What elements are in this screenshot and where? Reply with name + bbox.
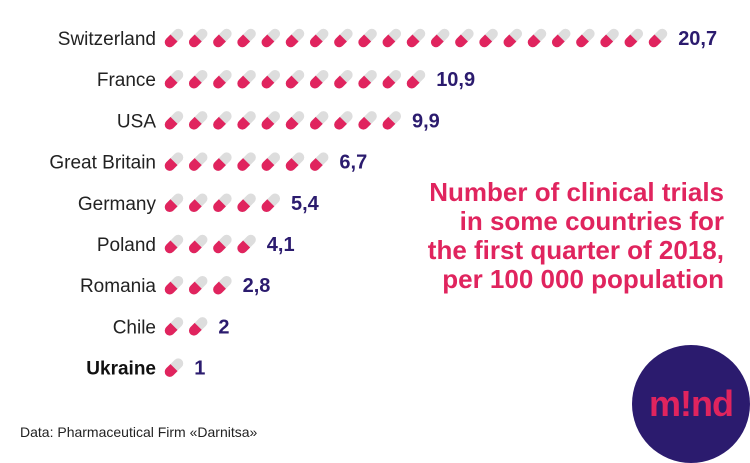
value-label: 2,8 bbox=[243, 275, 271, 297]
pill-icon bbox=[162, 232, 186, 256]
source-note: Data: Pharmaceutical Firm «Darnitsa» bbox=[20, 424, 258, 440]
category-label: Ukraine bbox=[86, 359, 156, 380]
pill-icon bbox=[235, 26, 258, 50]
pill-icon bbox=[186, 191, 210, 215]
pill-icon bbox=[162, 109, 186, 132]
category-label: Poland bbox=[97, 235, 156, 256]
pill-icon bbox=[211, 67, 234, 91]
value-label: 1 bbox=[194, 358, 205, 380]
chart-row: Switzerland 20,7 bbox=[58, 26, 717, 50]
pill-icon bbox=[162, 191, 186, 215]
value-label: 2 bbox=[218, 316, 229, 338]
pill-icon bbox=[622, 26, 646, 50]
pill-icon bbox=[235, 232, 258, 256]
pill-icon bbox=[307, 67, 331, 91]
pill-icon bbox=[549, 26, 573, 50]
category-label: Great Britain bbox=[49, 153, 156, 174]
pill-icon bbox=[380, 109, 404, 132]
pill-icon bbox=[380, 67, 404, 91]
chart-row: USA 9,9 bbox=[117, 109, 440, 132]
value-label: 5,4 bbox=[291, 193, 320, 215]
pill-icon bbox=[259, 26, 283, 50]
value-label: 10,9 bbox=[436, 69, 475, 91]
pill-icon bbox=[211, 273, 234, 297]
pill-icon bbox=[162, 356, 186, 379]
pill-icon bbox=[307, 26, 331, 50]
pill-icon bbox=[235, 150, 258, 173]
chart-row: Great Britain 6,7 bbox=[49, 150, 367, 174]
chart-row: Poland 4,1 bbox=[97, 232, 295, 256]
category-label: Switzerland bbox=[58, 29, 156, 50]
pill-icon bbox=[186, 232, 210, 256]
chart-row: France 10,9 bbox=[97, 67, 475, 91]
pill-icon bbox=[186, 315, 210, 338]
mind-logo: m!nd bbox=[632, 345, 750, 463]
chart-title: Number of clinical trials in some countr… bbox=[427, 177, 724, 294]
pill-icon bbox=[235, 191, 258, 215]
pill-icon bbox=[162, 315, 186, 338]
pill-icon bbox=[525, 26, 549, 50]
category-label: Chile bbox=[113, 317, 156, 338]
value-label: 6,7 bbox=[339, 152, 367, 174]
pill-icon bbox=[380, 26, 404, 50]
pill-icon bbox=[404, 67, 428, 91]
pill-icon bbox=[259, 191, 283, 215]
chart-row: Ukraine 1 bbox=[86, 356, 205, 380]
pill-icon bbox=[356, 109, 379, 132]
pill-icon bbox=[259, 109, 283, 132]
logo-text: m!nd bbox=[649, 383, 734, 424]
pill-icon bbox=[646, 26, 670, 50]
pill-icon bbox=[162, 67, 186, 91]
pill-icon bbox=[332, 109, 355, 132]
pill-icon bbox=[211, 150, 234, 173]
pill-icon bbox=[186, 109, 210, 132]
value-label: 20,7 bbox=[678, 28, 717, 50]
chart-row: Romania 2,8 bbox=[80, 273, 271, 297]
value-label: 9,9 bbox=[412, 110, 440, 132]
chart-row: Germany 5,4 bbox=[78, 191, 320, 215]
category-label: Romania bbox=[80, 276, 156, 297]
pill-icon bbox=[307, 109, 331, 132]
pill-icon bbox=[162, 26, 186, 50]
pill-icon bbox=[162, 273, 186, 297]
pill-icon bbox=[332, 67, 355, 91]
value-label: 4,1 bbox=[267, 234, 295, 256]
pill-icon bbox=[186, 67, 210, 91]
pill-icon bbox=[428, 26, 452, 50]
pill-icon bbox=[186, 150, 210, 173]
pill-icon bbox=[162, 150, 186, 173]
pill-icon bbox=[574, 26, 597, 50]
pill-icon bbox=[307, 150, 331, 173]
pill-icon bbox=[501, 26, 525, 50]
pill-icon bbox=[283, 26, 307, 50]
pill-icon bbox=[598, 26, 621, 50]
pill-icon bbox=[283, 150, 307, 173]
chart-row: Chile 2 bbox=[113, 315, 230, 338]
category-label: France bbox=[97, 70, 156, 91]
pill-icon bbox=[259, 150, 283, 173]
pill-icon bbox=[356, 26, 379, 50]
pill-icon bbox=[453, 26, 476, 50]
pill-icon bbox=[235, 67, 258, 91]
pill-icon bbox=[211, 232, 234, 256]
category-label: USA bbox=[117, 111, 156, 132]
category-label: Germany bbox=[78, 194, 157, 215]
pill-icon bbox=[404, 26, 428, 50]
pill-icon bbox=[332, 26, 355, 50]
pill-icon bbox=[235, 109, 258, 132]
pill-icon bbox=[186, 273, 210, 297]
pill-icon bbox=[211, 26, 234, 50]
pill-icon bbox=[356, 67, 379, 91]
pill-icon bbox=[477, 26, 500, 50]
pill-icon bbox=[283, 109, 307, 132]
pill-icon bbox=[186, 26, 210, 50]
pill-icon bbox=[259, 67, 283, 91]
pill-icon bbox=[211, 191, 234, 215]
pill-icon bbox=[283, 67, 307, 91]
pill-icon bbox=[211, 109, 234, 132]
